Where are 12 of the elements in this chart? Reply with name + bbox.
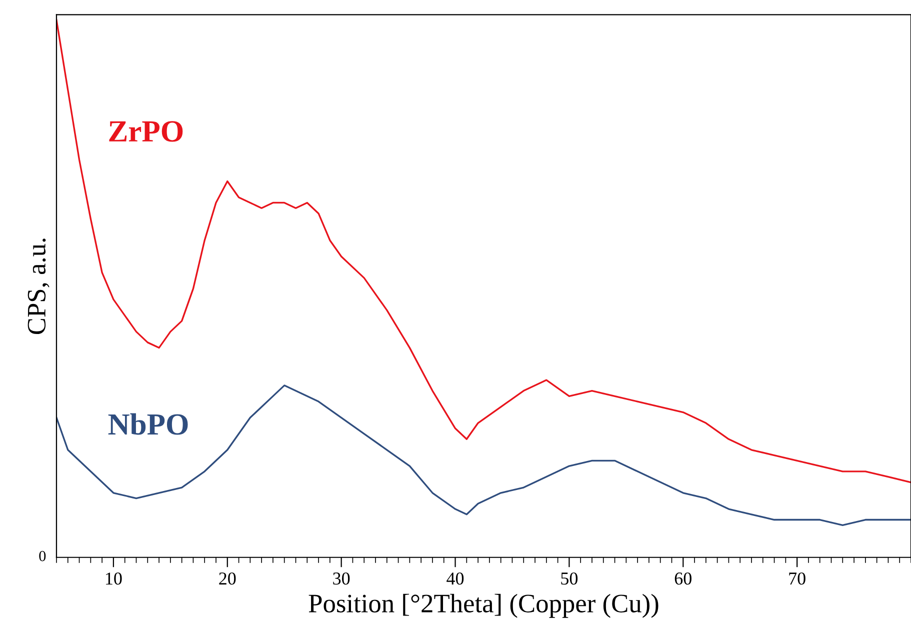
x-tick-label: 50 xyxy=(561,572,578,585)
x-tick-label: 30 xyxy=(333,572,350,585)
x-tick-label: 10 xyxy=(106,572,122,585)
series-label: NbPO xyxy=(108,413,188,435)
x-tick-label: 60 xyxy=(674,572,692,585)
text: 0 xyxy=(39,550,46,562)
series-label: ZrPO xyxy=(109,121,183,142)
x-axis-title: Position [°2Theta] (Copper (Cu)) xyxy=(308,594,658,618)
y-axis-title: CPS, a.u. xyxy=(28,238,50,334)
x-tick-label: 40 xyxy=(446,572,464,585)
x-tick-label: 70 xyxy=(789,572,806,585)
x-tick-label: 20 xyxy=(219,572,236,585)
